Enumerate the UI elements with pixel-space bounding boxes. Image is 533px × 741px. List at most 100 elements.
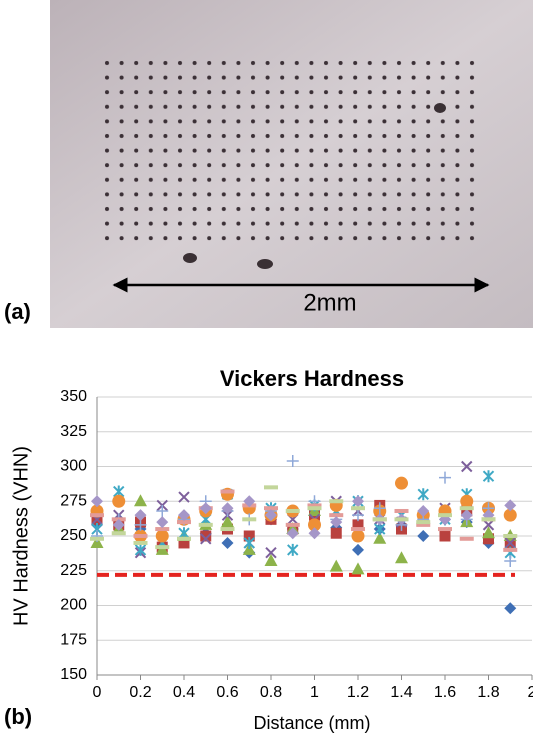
data-point (395, 551, 408, 564)
data-point (200, 533, 212, 545)
data-point (351, 529, 365, 543)
data-point (90, 536, 104, 541)
data-point (285, 508, 300, 513)
data-point (198, 522, 213, 527)
data-point (352, 509, 364, 522)
data-point (308, 527, 321, 540)
x-tick-label: 0.8 (260, 684, 282, 701)
y-tick-label: 275 (60, 492, 87, 509)
x-tick-label: 1.2 (347, 684, 369, 701)
data-point (134, 509, 147, 522)
x-tick-label: 0.2 (129, 684, 151, 701)
data-point (439, 530, 451, 542)
data-point (459, 506, 474, 511)
data-point (221, 515, 234, 528)
data-point (199, 502, 212, 515)
photo-blemish (257, 259, 273, 269)
data-point (460, 494, 474, 508)
y-tick-label: 150 (60, 666, 87, 683)
data-point (439, 471, 451, 484)
data-point (133, 534, 148, 538)
data-point (482, 470, 495, 483)
data-point (220, 527, 235, 532)
data-point (416, 520, 431, 525)
data-point (504, 499, 517, 512)
y-tick-label: 225 (60, 562, 87, 579)
data-point (461, 460, 473, 473)
y-tick-label: 300 (60, 458, 87, 475)
chart-title: Vickers Hardness (220, 366, 404, 391)
scale-text: 2mm (303, 289, 356, 316)
data-point (352, 519, 364, 531)
data-point (287, 543, 299, 556)
data-point (243, 530, 255, 542)
data-point (373, 531, 387, 544)
data-point (372, 517, 387, 522)
data-point (264, 485, 278, 490)
data-point (329, 513, 344, 518)
data-point (481, 517, 496, 522)
y-tick-label: 175 (60, 631, 87, 648)
data-point (242, 517, 257, 522)
data-point (416, 522, 431, 527)
data-point (155, 529, 169, 543)
data-point (286, 527, 299, 540)
data-point (221, 536, 234, 549)
data-point (156, 504, 169, 517)
x-tick-label: 1.6 (434, 684, 456, 701)
data-point (90, 513, 104, 518)
data-point (351, 527, 365, 532)
photo-blemish (183, 253, 197, 263)
data-point (243, 495, 256, 508)
data-point (111, 531, 126, 536)
data-point (483, 533, 494, 545)
plot-area: 150 175 200 225 250 275 300 325 350 0 0.2 0.4 0.6 0.8… (60, 388, 533, 701)
photo-blemish (434, 103, 446, 113)
data-point (178, 509, 190, 522)
data-point (200, 530, 212, 542)
data-point (221, 502, 234, 515)
data-point (330, 527, 342, 539)
data-point (155, 545, 170, 550)
data-point (417, 504, 430, 517)
x-tick-label: 0.4 (173, 684, 195, 701)
data-point (134, 543, 147, 556)
data-point (394, 508, 409, 513)
data-point (308, 518, 321, 532)
y-axis-label: HV Hardness (VHN) (10, 446, 32, 626)
x-tick-label: 1.4 (390, 684, 412, 701)
data-point (112, 518, 125, 531)
data-point (460, 509, 473, 522)
data-point (178, 537, 190, 549)
x-tick-label: 1.8 (477, 684, 499, 701)
panel-label: (a) (4, 299, 31, 324)
data-point (112, 494, 126, 508)
x-axis-label: Distance (mm) (253, 713, 370, 733)
data-point (177, 520, 191, 525)
x-tick-label: 1 (310, 684, 319, 701)
data-point (373, 502, 386, 515)
data-point (307, 503, 322, 508)
data-point (265, 546, 277, 559)
data-point (155, 527, 170, 532)
data-point (504, 555, 517, 568)
data-point (438, 513, 452, 518)
data-point (286, 454, 299, 467)
data-point (417, 488, 429, 501)
data-point (285, 522, 300, 527)
data-point (265, 509, 277, 522)
y-tick-label: 350 (60, 388, 87, 405)
data-point (177, 536, 191, 541)
data-point (438, 527, 452, 532)
data-point (503, 508, 517, 522)
data-point (134, 494, 147, 507)
x-tick-label: 0 (93, 684, 102, 701)
data-point (482, 526, 495, 539)
data-point (504, 537, 516, 549)
x-tick-label: 0.6 (216, 684, 238, 701)
data-point (351, 562, 365, 575)
data-point (394, 517, 409, 522)
data-point (503, 547, 518, 552)
